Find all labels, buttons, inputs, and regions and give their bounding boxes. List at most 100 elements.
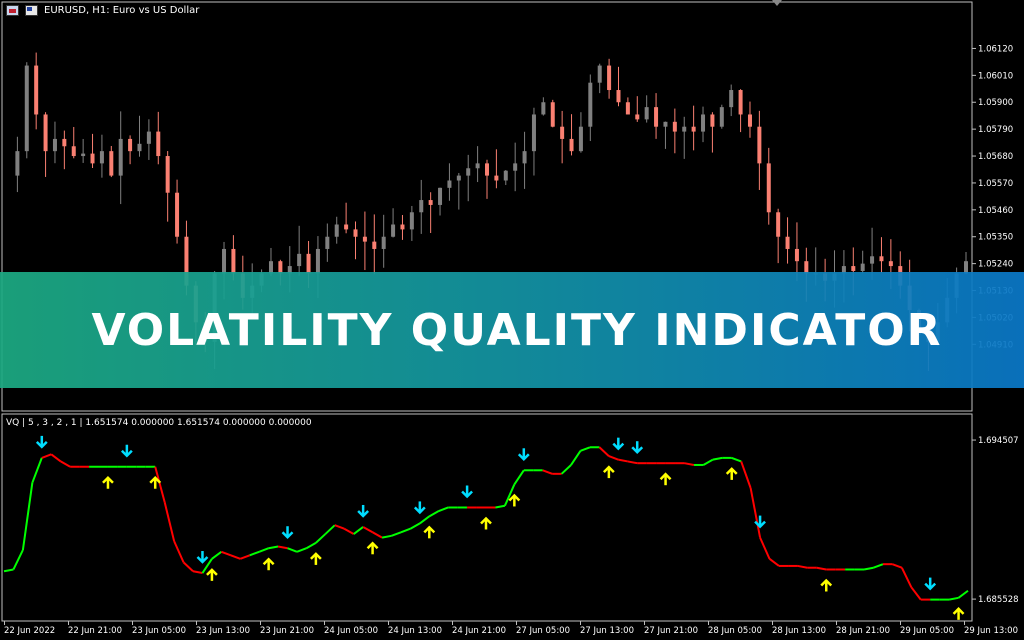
candle xyxy=(578,112,583,153)
vq-segment xyxy=(21,482,34,551)
vq-segment xyxy=(173,540,185,563)
vq-segment xyxy=(702,458,714,466)
candle xyxy=(616,66,621,107)
vq-segment xyxy=(910,586,922,601)
candle xyxy=(325,223,330,262)
candle xyxy=(381,214,386,268)
us-flag-icon xyxy=(25,5,38,16)
candle xyxy=(109,145,114,178)
candle xyxy=(757,110,762,190)
candle xyxy=(353,221,358,260)
price-tick-label: 1.05900 xyxy=(978,98,1013,108)
vq-segment xyxy=(324,524,336,535)
vq-segment xyxy=(258,547,269,553)
candle xyxy=(729,84,734,117)
time-tick-label: 23 Jun 05:00 xyxy=(132,626,186,636)
candle xyxy=(879,237,884,273)
sell-arrow-icon xyxy=(357,504,370,518)
time-axis: 22 Jun 2022 22 Jun 21:00 23 Jun 05:00 23 Ju… xyxy=(4,621,1018,636)
vq-segment xyxy=(50,453,62,463)
candle xyxy=(710,112,715,153)
candle xyxy=(541,97,546,116)
vq-segment xyxy=(503,484,516,507)
candle xyxy=(560,110,565,164)
banner-text: VOLATILITY QUALITY INDICATOR xyxy=(91,304,943,356)
candle xyxy=(34,52,39,130)
chart-title-bar: EURUSD, H1: Euro vs US Dollar xyxy=(6,5,199,16)
candle xyxy=(550,99,555,128)
sell-arrow-icon xyxy=(35,435,48,449)
candle xyxy=(137,115,142,157)
time-tick-label: 22 Jun 2022 xyxy=(4,626,55,636)
time-tick-label: 29 Jun 05:00 xyxy=(900,626,954,636)
time-tick-label: 23 Jun 13:00 xyxy=(196,626,250,636)
candle xyxy=(372,214,377,275)
candle xyxy=(81,138,86,163)
candle xyxy=(344,202,349,234)
candle xyxy=(128,135,133,165)
candle xyxy=(485,159,489,199)
buy-arrow-icon xyxy=(309,552,322,565)
candle xyxy=(90,133,95,169)
vq-segment xyxy=(749,487,762,538)
vq-segment xyxy=(731,456,742,463)
candle xyxy=(503,169,508,186)
candle xyxy=(644,95,649,123)
time-tick-label: 24 Jun 05:00 xyxy=(324,626,378,636)
sell-arrow-icon xyxy=(461,485,473,499)
candle xyxy=(522,131,527,189)
candle xyxy=(297,225,302,276)
vq-segment xyxy=(305,542,317,550)
vq-segment xyxy=(372,531,383,539)
vq-segment xyxy=(60,460,71,468)
vq-segment xyxy=(163,501,176,542)
price-tick-label: 1.06010 xyxy=(978,71,1013,81)
vq-segment xyxy=(900,567,913,588)
vq-tick-label: 1.694507 xyxy=(978,436,1019,446)
vq-segment xyxy=(627,460,638,465)
candle xyxy=(456,172,461,210)
candle xyxy=(747,101,752,138)
candle xyxy=(738,89,743,133)
vq-segment xyxy=(816,566,827,571)
candle xyxy=(475,146,480,183)
vq-segment xyxy=(712,456,723,461)
candle xyxy=(400,215,405,240)
time-tick-label: 27 Jun 05:00 xyxy=(516,626,570,636)
candle xyxy=(447,163,452,201)
vq-segment xyxy=(230,554,241,560)
candle xyxy=(146,119,151,160)
candle xyxy=(531,107,536,176)
chart-title: EURUSD, H1: Euro vs US Dollar xyxy=(44,5,200,16)
vq-segment xyxy=(192,570,203,575)
buy-arrow-icon xyxy=(480,516,492,530)
candle xyxy=(588,74,593,142)
vq-line-group xyxy=(3,446,969,601)
price-tick-label: 1.05570 xyxy=(978,179,1013,189)
buy-arrow-icon xyxy=(102,475,114,489)
chart-shift-marker[interactable] xyxy=(772,0,782,6)
vq-segment xyxy=(957,589,969,599)
indicator-panel-frame xyxy=(1,413,973,622)
candle xyxy=(438,187,443,216)
candle xyxy=(165,151,170,222)
vq-segment xyxy=(618,458,628,463)
vq-segment xyxy=(277,545,288,550)
buy-arrow-icon xyxy=(366,541,379,555)
candle xyxy=(635,96,640,122)
vq-segment xyxy=(211,550,222,560)
candle xyxy=(15,136,20,193)
candle xyxy=(682,116,687,159)
vq-segment xyxy=(797,564,808,569)
candle xyxy=(99,134,104,178)
candle xyxy=(391,208,396,238)
vq-segment xyxy=(182,561,194,572)
sell-arrow-icon xyxy=(413,501,426,515)
euro-flag-icon xyxy=(6,5,19,16)
vq-segment xyxy=(419,515,430,525)
candle xyxy=(654,93,659,139)
candle xyxy=(362,211,367,271)
vq-segment xyxy=(201,558,213,574)
vq-segment xyxy=(873,563,884,569)
price-tick-label: 1.05790 xyxy=(978,125,1013,135)
